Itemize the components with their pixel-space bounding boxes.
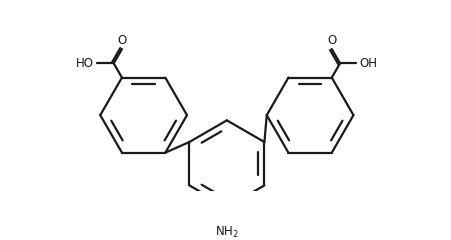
Text: OH: OH xyxy=(359,57,377,70)
Text: O: O xyxy=(327,34,336,47)
Text: O: O xyxy=(117,34,126,47)
Text: NH$_2$: NH$_2$ xyxy=(215,225,238,240)
Text: HO: HO xyxy=(76,57,94,70)
